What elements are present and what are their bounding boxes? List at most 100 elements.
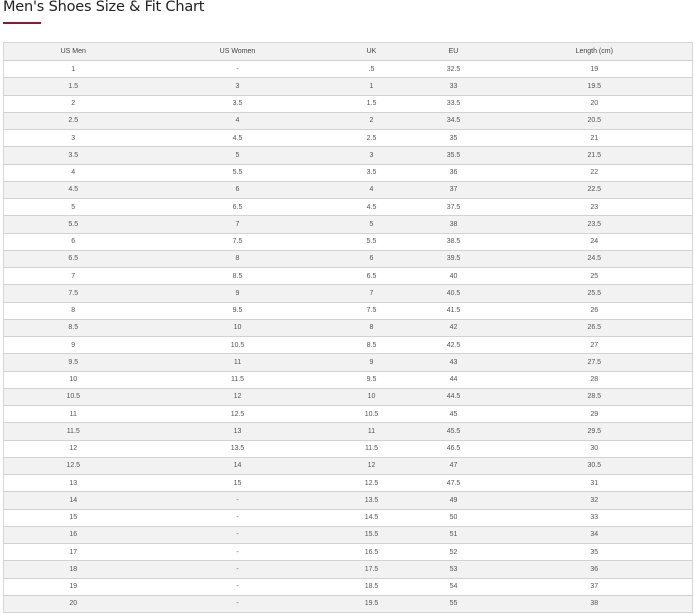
eu-cell: 40.5 <box>410 284 497 303</box>
us-men-cell: 1 <box>3 60 143 79</box>
us-women-cell: 3 <box>142 77 333 96</box>
column-header-length: Length (cm) <box>496 42 693 61</box>
us-men-cell: 20 <box>3 595 143 614</box>
us-women-cell: 5 <box>142 146 333 165</box>
length-cell: 27 <box>496 336 693 355</box>
length-cell: 28 <box>496 371 693 389</box>
eu-cell: 34.5 <box>410 112 497 131</box>
length-cell: 26.5 <box>496 319 693 338</box>
uk-cell: 13.5 <box>332 491 411 510</box>
length-cell: 22 <box>496 164 693 182</box>
table-row: 5.5 7 5 38 23.5 <box>3 215 693 234</box>
us-women-cell: 3.5 <box>142 95 333 113</box>
eu-cell: 35.5 <box>410 146 497 165</box>
length-cell: 20.5 <box>496 112 693 131</box>
us-men-cell: 2 <box>3 95 143 113</box>
eu-cell: 53 <box>410 560 497 579</box>
table-row: 11.5 13 11 45.5 29.5 <box>3 422 693 441</box>
length-cell: 27.5 <box>496 353 693 372</box>
eu-cell: 37.5 <box>410 198 497 217</box>
length-cell: 30 <box>496 440 693 458</box>
eu-cell: 35 <box>410 129 497 148</box>
length-cell: 25.5 <box>496 284 693 303</box>
us-men-cell: 17 <box>3 543 143 562</box>
us-women-cell: - <box>142 526 333 545</box>
eu-cell: 49 <box>410 491 497 510</box>
us-men-cell: 9.5 <box>3 353 143 372</box>
column-header-eu: EU <box>410 42 497 61</box>
length-cell: 31 <box>496 474 693 493</box>
eu-cell: 44.5 <box>410 388 497 407</box>
length-cell: 25 <box>496 267 693 286</box>
eu-cell: 47 <box>410 457 497 476</box>
uk-cell: 12 <box>332 457 411 476</box>
uk-cell: 12.5 <box>332 474 411 493</box>
size-chart-table: US Men US Women UK EU Length (cm) 1- .5 32… <box>3 42 693 614</box>
uk-cell: 19.5 <box>332 595 411 614</box>
eu-cell: 47.5 <box>410 474 497 493</box>
eu-cell: 55 <box>410 595 497 614</box>
us-men-cell: 2.5 <box>3 112 143 131</box>
us-women-cell: 7.5 <box>142 233 333 251</box>
uk-cell: 1.5 <box>332 95 411 113</box>
us-men-cell: 12 <box>3 440 143 458</box>
uk-cell: 8.5 <box>332 336 411 355</box>
us-men-cell: 1.5 <box>3 77 143 96</box>
eu-cell: 33.5 <box>410 95 497 113</box>
us-men-cell: 9 <box>3 336 143 355</box>
table-row: 9 10.5 8.5 42.5 27 <box>3 336 693 355</box>
table-row: 4 5.5 3.5 36 22 <box>3 164 693 182</box>
length-cell: 20 <box>496 95 693 113</box>
us-women-cell: 14 <box>142 457 333 476</box>
us-women-cell: 12 <box>142 388 333 407</box>
table-row: 8.5 10 8 42 26.5 <box>3 319 693 338</box>
uk-cell: 3 <box>332 146 411 165</box>
eu-cell: 46.5 <box>410 440 497 458</box>
column-header-us-men: US Men <box>3 42 143 61</box>
us-women-cell: 8 <box>142 250 333 269</box>
length-cell: 19 <box>496 60 693 79</box>
us-women-cell: 9.5 <box>142 302 333 320</box>
us-women-cell: 10 <box>142 319 333 338</box>
us-men-cell: 10.5 <box>3 388 143 407</box>
eu-cell: 40 <box>410 267 497 286</box>
uk-cell: 6 <box>332 250 411 269</box>
uk-cell: 11 <box>332 422 411 441</box>
us-women-cell: 13 <box>142 422 333 441</box>
us-women-cell: 15 <box>142 474 333 493</box>
eu-cell: 54 <box>410 578 497 596</box>
title-underline-divider <box>3 22 41 24</box>
uk-cell: 10.5 <box>332 405 411 424</box>
us-men-cell: 19 <box>3 578 143 596</box>
table-row: 10.5 12 10 44.5 28.5 <box>3 388 693 407</box>
length-cell: 34 <box>496 526 693 545</box>
eu-cell: 45 <box>410 405 497 424</box>
us-women-cell: 12.5 <box>142 405 333 424</box>
us-women-cell: 7 <box>142 215 333 234</box>
table-row: 18-17.5 53 36 <box>3 560 693 579</box>
uk-cell: 17.5 <box>332 560 411 579</box>
eu-cell: 42.5 <box>410 336 497 355</box>
uk-cell: 2.5 <box>332 129 411 148</box>
eu-cell: 45.5 <box>410 422 497 441</box>
length-cell: 33 <box>496 509 693 527</box>
length-cell: 29 <box>496 405 693 424</box>
table-row: 17-16.5 52 35 <box>3 543 693 562</box>
us-men-cell: 11.5 <box>3 422 143 441</box>
table-row: 3 4.5 2.5 35 21 <box>3 129 693 148</box>
eu-cell: 44 <box>410 371 497 389</box>
us-women-cell: 6 <box>142 181 333 200</box>
uk-cell: 10 <box>332 388 411 407</box>
us-men-cell: 3.5 <box>3 146 143 165</box>
eu-cell: 37 <box>410 181 497 200</box>
uk-cell: .5 <box>332 60 411 79</box>
uk-cell: 18.5 <box>332 578 411 596</box>
table-row: 2 3.5 1.5 33.5 20 <box>3 95 693 113</box>
us-women-cell: 5.5 <box>142 164 333 182</box>
length-cell: 19.5 <box>496 77 693 96</box>
eu-cell: 39.5 <box>410 250 497 269</box>
table-row: 19-18.5 54 37 <box>3 578 693 596</box>
uk-cell: 16.5 <box>332 543 411 562</box>
table-row: 1- .5 32.5 19 <box>3 60 693 79</box>
uk-cell: 7 <box>332 284 411 303</box>
